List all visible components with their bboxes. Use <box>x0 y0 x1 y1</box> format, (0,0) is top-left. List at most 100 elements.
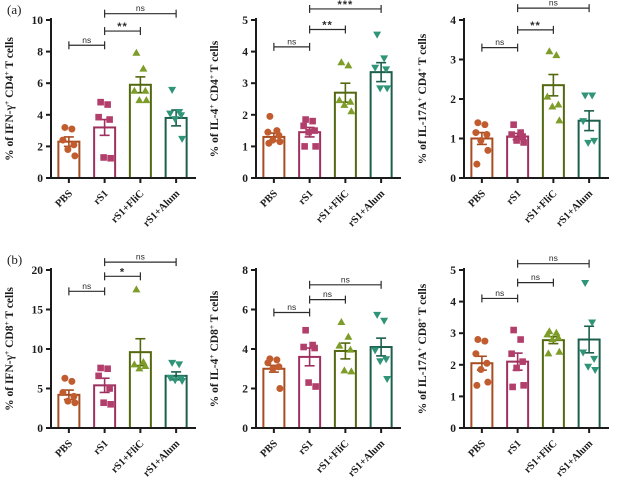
point-rS1+Alum <box>584 139 593 147</box>
point-rS1+FliC <box>130 360 139 368</box>
point-rS1 <box>520 139 527 146</box>
point-rS1+Alum <box>376 85 385 93</box>
y-tick-label: 4 <box>450 297 456 309</box>
significance-label: ns <box>287 36 296 46</box>
point-rS1+FliC <box>554 100 563 108</box>
point-PBS <box>481 337 489 345</box>
point-rS1+Alum <box>178 378 187 385</box>
point-PBS <box>64 397 72 405</box>
bracket-*** <box>309 4 382 13</box>
significance-label: ns <box>531 272 540 282</box>
point-rS1+Alum <box>581 92 590 100</box>
point-rS1+FliC <box>552 51 561 59</box>
point-rS1+Alum <box>166 110 175 118</box>
point-rS1+FliC <box>346 345 355 353</box>
point-rS1+FliC <box>335 96 344 104</box>
error-bar-rS1+Alum <box>376 61 387 83</box>
x-category-label-rS1: rS1 <box>297 438 316 457</box>
significance-label: ns <box>287 302 296 312</box>
y-tick-labels: 0 1 2 3 4 5 <box>450 265 456 435</box>
point-rS1+FliC <box>344 332 353 340</box>
point-rS1+FliC <box>139 64 148 72</box>
point-rS1+Alum <box>588 319 597 327</box>
bars <box>470 325 601 429</box>
point-rS1+FliC <box>347 367 356 375</box>
x-category-label-rS1: rS1 <box>505 188 524 207</box>
point-rS1+FliC <box>544 349 553 357</box>
point-rS1 <box>300 343 307 351</box>
point-rS1+Alum <box>579 118 588 126</box>
y-tick-label: 0 <box>37 423 43 435</box>
point-rS1 <box>312 383 319 390</box>
point-PBS <box>477 136 485 144</box>
point-rS1+FliC <box>130 86 139 94</box>
y-tick-labels: 0 1 2 3 4 <box>450 15 456 185</box>
scatter-points <box>264 311 392 392</box>
y-axis-title: % of IL-17A+ CD4+ T cells <box>415 33 429 164</box>
y-tick-label: 0 <box>450 173 456 185</box>
point-PBS <box>473 160 481 168</box>
point-rS1+Alum <box>376 358 385 366</box>
x-category-label-rS1+Alum: rS1+Alum <box>554 438 595 479</box>
point-rS1 <box>100 154 107 161</box>
bars <box>57 76 188 180</box>
x-category-label-rS1: rS1 <box>297 188 316 207</box>
y-tick-label: 8 <box>37 47 43 59</box>
x-category-label-PBS: PBS <box>467 188 489 210</box>
point-rS1 <box>517 129 524 136</box>
point-rS1+FliC <box>347 107 356 115</box>
y-tick-labels: 0 5 10 15 20 <box>32 265 44 435</box>
y-tick-labels: 0 2 4 6 8 10 <box>32 15 44 185</box>
point-rS1+Alum <box>380 55 389 63</box>
bracket-ns <box>481 294 519 303</box>
point-PBS <box>483 359 491 367</box>
significance-label: ** <box>530 20 541 32</box>
point-rS1+FliC <box>132 48 141 56</box>
bracket-** <box>104 27 141 36</box>
point-rS1 <box>95 372 102 380</box>
y-tick-label: 1 <box>450 391 456 403</box>
point-rS1+FliC <box>554 333 563 341</box>
point-PBS <box>481 121 489 129</box>
bracket-ns <box>517 4 590 13</box>
point-PBS <box>474 119 482 127</box>
bracket-ns <box>309 295 346 304</box>
x-category-label-rS1+Alum: rS1+Alum <box>346 438 387 479</box>
bar-rS1+Alum <box>164 374 188 429</box>
significance-brackets: ns * ns <box>68 252 177 296</box>
point-rS1+Alum <box>380 317 389 325</box>
axes <box>459 18 609 183</box>
point-rS1+FliC <box>543 92 552 100</box>
y-tick-label: 2 <box>242 384 248 396</box>
point-PBS <box>483 131 491 139</box>
point-PBS <box>70 392 78 400</box>
point-rS1 <box>311 127 318 134</box>
significance-label: *** <box>337 0 353 11</box>
point-rS1+Alum <box>382 66 391 74</box>
axes <box>459 268 609 433</box>
point-PBS <box>474 336 482 344</box>
error-bar-rS1+Alum <box>584 110 595 132</box>
point-PBS <box>264 128 272 136</box>
x-category-label-PBS: PBS <box>259 188 281 210</box>
y-tick-label: 1 <box>450 134 456 146</box>
point-rS1+FliC <box>135 364 144 372</box>
point-PBS <box>275 363 283 371</box>
y-tick-label: 1 <box>242 141 248 153</box>
y-tick-label: 6 <box>37 78 43 90</box>
point-PBS <box>273 356 281 364</box>
point-PBS <box>70 141 78 149</box>
x-category-label-rS1+FliC: rS1+FliC <box>522 438 559 475</box>
point-PBS <box>64 146 72 154</box>
y-tick-label: 5 <box>37 384 43 396</box>
point-rS1+FliC <box>545 47 554 55</box>
bar-rS1 <box>506 360 530 429</box>
significance-label: ns <box>323 289 332 299</box>
point-PBS <box>59 136 67 144</box>
